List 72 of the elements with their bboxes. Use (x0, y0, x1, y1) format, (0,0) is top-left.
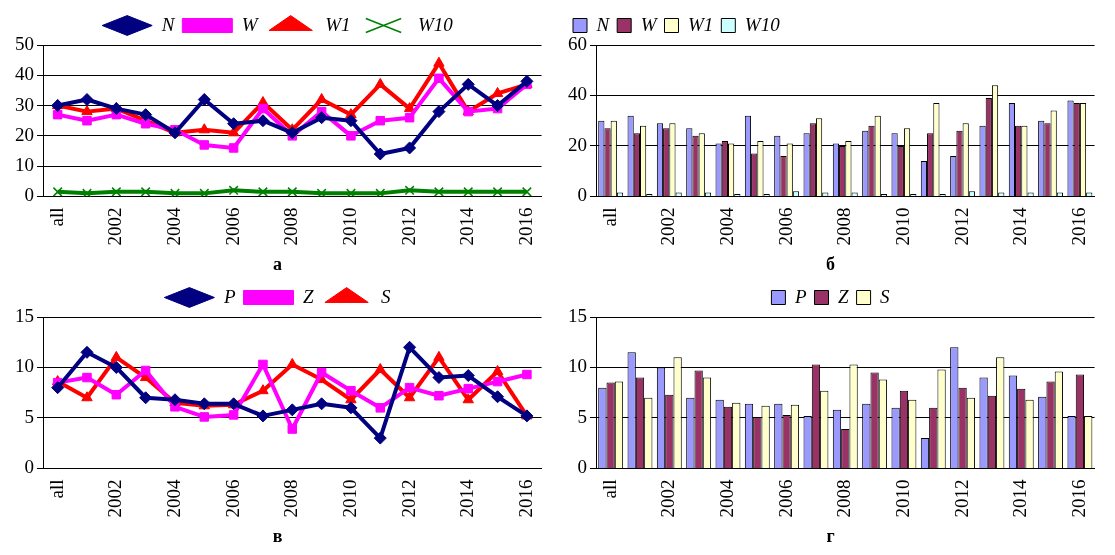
x-tick-label: all (45, 207, 67, 227)
y-tick-label: 40 (568, 83, 587, 105)
x-tick-label: 2012 (397, 207, 419, 246)
x-tick-label: 2014 (1009, 478, 1031, 518)
x-tick-label: 2006 (221, 479, 243, 518)
x-tick-label: 2016 (1067, 207, 1089, 246)
x-tick-label: all (45, 479, 67, 499)
x-tick-label: 2006 (221, 207, 243, 246)
x-tick-label: 2002 (104, 207, 126, 246)
x-tick-label: 2014 (456, 478, 478, 518)
x-tick-label: 2002 (657, 479, 679, 518)
x-tick-label: 2002 (657, 207, 679, 246)
x-tick-label: all (598, 207, 620, 227)
legend-label: P (793, 285, 807, 307)
y-tick-label: 0 (24, 184, 34, 206)
legend-label: Z (838, 285, 850, 307)
x-tick-label: 2016 (514, 479, 536, 518)
x-tick-label: 2004 (162, 206, 184, 246)
y-tick-label: 20 (15, 123, 34, 145)
legend-label: P (222, 285, 236, 307)
x-tick-label: 2008 (833, 479, 855, 518)
y-tick-label: 40 (15, 63, 34, 85)
y-tick-label: 0 (24, 456, 34, 478)
x-tick-label: 2016 (1067, 479, 1089, 518)
legend-label: S (381, 285, 392, 307)
x-tick-label: 2016 (514, 207, 536, 246)
text: б (826, 253, 835, 274)
legend-label: W10 (418, 13, 454, 35)
x-tick-label: 2010 (338, 479, 360, 518)
y-tick-label: 0 (577, 184, 587, 206)
text: в (272, 525, 283, 546)
legend-label: Z (303, 285, 315, 307)
y-tick-label: 0 (577, 456, 587, 478)
legend-label: W1 (325, 13, 351, 35)
x-tick-label: 2012 (950, 479, 972, 518)
y-tick-label: 15 (15, 304, 34, 326)
text: а (273, 253, 282, 274)
legend-label: W (640, 13, 659, 35)
x-tick-label: 2004 (162, 478, 184, 518)
x-tick-label: 2006 (774, 207, 796, 246)
legend-label: W10 (744, 13, 781, 35)
legend-label: W (241, 13, 260, 35)
x-tick-label: 2012 (950, 207, 972, 246)
x-tick-label: all (598, 479, 620, 499)
y-tick-label: 10 (15, 355, 34, 377)
x-tick-label: 2008 (280, 207, 302, 246)
y-tick-label: 20 (568, 133, 587, 155)
x-tick-label: 2006 (774, 479, 796, 518)
x-tick-label: 2010 (891, 207, 913, 246)
x-tick-label: 2002 (104, 479, 126, 518)
x-tick-label: 2004 (715, 206, 737, 246)
legend-label: N (595, 13, 611, 35)
y-tick-label: 5 (24, 405, 34, 427)
y-tick-label: 5 (577, 405, 587, 427)
y-tick-label: 10 (15, 154, 34, 176)
text: г (826, 525, 835, 546)
x-tick-label: 2008 (833, 207, 855, 246)
y-tick-label: 15 (568, 304, 587, 326)
x-tick-label: 2004 (715, 478, 737, 518)
y-tick-label: 10 (568, 355, 587, 377)
y-tick-label: 60 (568, 32, 587, 54)
legend-label: S (880, 285, 891, 307)
y-tick-label: 30 (15, 93, 34, 115)
x-tick-label: 2010 (338, 207, 360, 246)
x-tick-label: 2014 (1009, 206, 1031, 246)
y-tick-label: 50 (15, 32, 34, 54)
legend-label: W1 (688, 13, 714, 35)
x-tick-label: 2012 (397, 479, 419, 518)
x-tick-label: 2010 (891, 479, 913, 518)
legend-label: N (160, 13, 176, 35)
x-tick-label: 2014 (456, 206, 478, 246)
x-tick-label: 2008 (280, 479, 302, 518)
